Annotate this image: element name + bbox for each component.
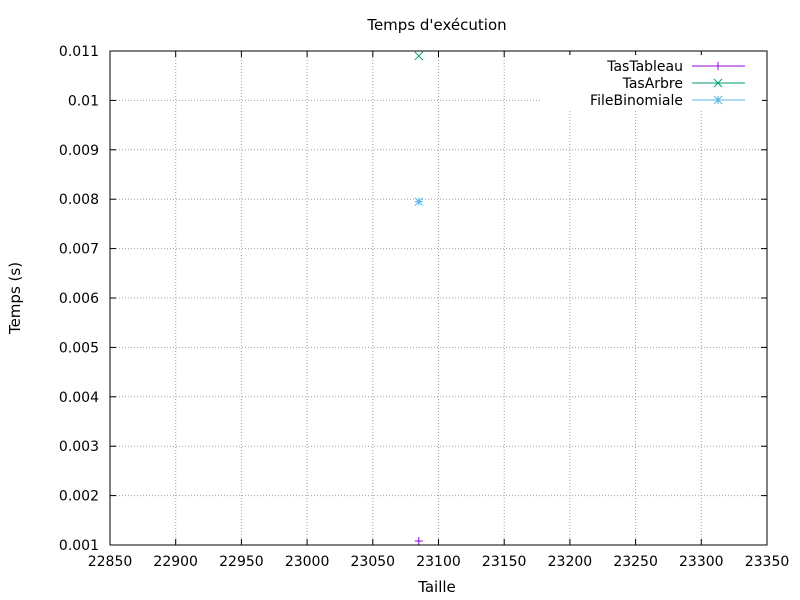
y-tick-label: 0.009 xyxy=(59,143,99,159)
x-tick-label: 23300 xyxy=(679,554,724,570)
legend-marker xyxy=(713,78,723,88)
ticks: 22850 22900 22950 23000 23050 23100 23150 23200… xyxy=(59,44,789,570)
x-tick-label: 23350 xyxy=(745,554,790,570)
y-axis-label: Temps (s) xyxy=(6,262,24,335)
y-tick-label: 0.001 xyxy=(59,538,99,554)
plot-frame xyxy=(109,50,768,546)
x-tick-label: 23050 xyxy=(351,554,396,570)
y-tick-label: 0.006 xyxy=(59,291,99,307)
legend-label: FileBinomiale xyxy=(590,93,683,109)
y-tick-label: 0.003 xyxy=(59,439,99,455)
legend-marker xyxy=(714,62,722,70)
legend-label: TasArbre xyxy=(622,76,683,92)
y-tick-label: 0.005 xyxy=(59,340,99,356)
y-tick-label: 0.007 xyxy=(59,242,99,258)
data-point-tastableau xyxy=(414,537,423,546)
chart-title: Temps d'exécution xyxy=(366,16,506,34)
y-tick-label: 0.004 xyxy=(59,390,99,406)
data-point-filebinomiale xyxy=(414,197,424,207)
x-tick-label: 22950 xyxy=(219,554,264,570)
data-point-tasarbre xyxy=(414,51,424,61)
grid xyxy=(110,51,767,545)
legend-marker xyxy=(713,95,723,105)
x-tick-label: 23100 xyxy=(416,554,461,570)
data-points xyxy=(414,51,424,546)
y-tick-label: 0.002 xyxy=(59,489,99,505)
y-tick-label: 0.011 xyxy=(59,44,99,60)
x-tick-label: 23150 xyxy=(482,554,527,570)
x-tick-label: 23000 xyxy=(285,554,330,570)
x-tick-label: 22900 xyxy=(153,554,198,570)
y-tick-label: 0.008 xyxy=(59,192,99,208)
x-tick-label: 23200 xyxy=(548,554,593,570)
x-axis-label: Taille xyxy=(417,578,456,596)
y-tick-label: 0.01 xyxy=(68,93,99,109)
x-tick-label: 22850 xyxy=(88,554,133,570)
x-tick-label: 23250 xyxy=(613,554,658,570)
legend-label: TasTableau xyxy=(606,59,683,75)
